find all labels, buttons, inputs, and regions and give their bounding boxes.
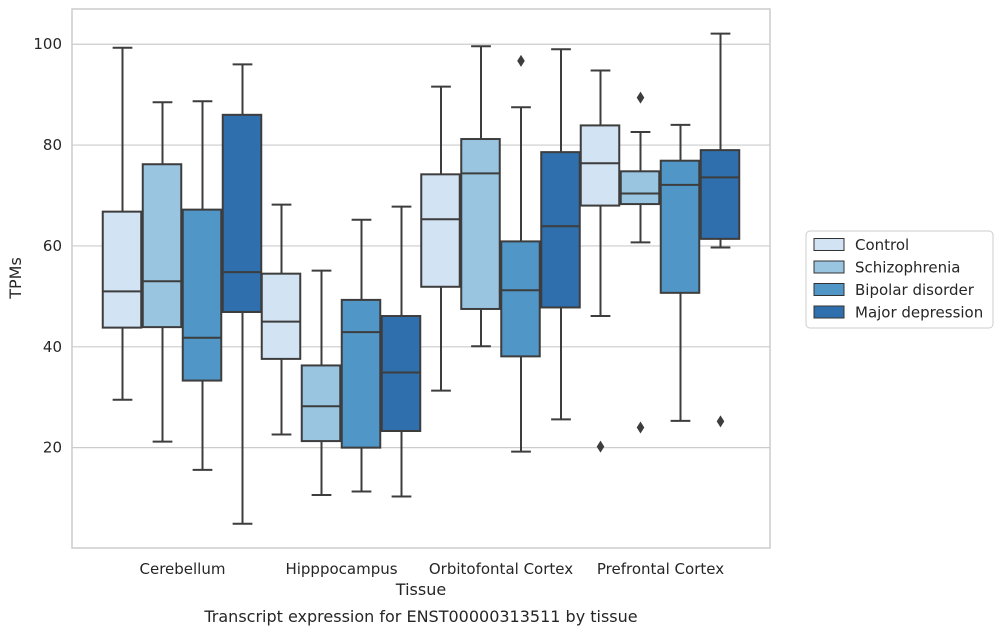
outlier-marker <box>636 91 645 104</box>
box-body <box>101 210 143 329</box>
box-bipolar-disorder <box>500 54 541 453</box>
box-major-depression <box>380 205 422 498</box>
box-body <box>181 208 223 382</box>
box-body <box>260 272 302 360</box>
legend-label: Control <box>855 236 909 254</box>
x-tick-label: Hipppocampus <box>285 560 397 578</box>
box-body <box>221 113 263 313</box>
box-control <box>579 69 621 453</box>
box-body <box>380 315 422 433</box>
box-bipolar-disorder <box>340 218 382 493</box>
box-body <box>540 151 581 309</box>
y-tick-label: 20 <box>43 439 62 457</box>
legend-swatch <box>813 283 845 296</box>
y-tick-label: 40 <box>43 338 62 356</box>
outlier-marker <box>517 54 525 67</box>
legend-swatch <box>813 260 845 274</box>
box-body <box>300 364 342 443</box>
box-control <box>260 203 302 436</box>
box-control <box>101 46 143 401</box>
box-body <box>579 124 621 207</box>
x-tick-label: Cerebellum <box>140 560 226 578</box>
box-schizophrenia <box>300 269 342 497</box>
box-schizophrenia <box>141 101 183 443</box>
box-bipolar-disorder <box>659 123 701 422</box>
chart-caption: Transcript expression for ENST0000031351… <box>203 607 637 626</box>
legend: Control Schizophrenia Bipolar disorder Majo… <box>805 230 994 329</box>
box-major-depression <box>221 63 263 525</box>
box-schizophrenia <box>460 45 501 348</box>
legend-swatch <box>813 305 845 319</box>
y-tick-label: 60 <box>43 237 62 255</box>
outlier-marker <box>716 415 725 428</box>
box-control <box>420 85 461 392</box>
box-body <box>340 298 382 449</box>
box-body <box>420 173 461 288</box>
legend-label: Bipolar disorder <box>855 281 975 299</box>
box-body <box>659 159 701 294</box>
boxes-layer <box>101 32 741 525</box>
box-major-depression <box>699 32 741 428</box>
x-axis-label: Tissue <box>395 580 446 599</box>
y-tick-labels: 20 40 60 80 100 <box>33 35 62 456</box>
y-axis-label: TPMs <box>6 257 25 300</box>
box-body <box>699 149 741 240</box>
box-bipolar-disorder <box>181 100 223 471</box>
y-tick-label: 100 <box>33 35 62 53</box>
box-schizophrenia <box>619 91 661 434</box>
x-tick-label: Prefrontal Cortex <box>597 560 724 578</box>
outlier-marker <box>636 421 645 434</box>
outlier-marker <box>596 440 605 453</box>
legend-label: Schizophrenia <box>855 259 960 277</box>
box-body <box>500 240 541 358</box>
box-body <box>619 170 661 206</box>
x-tick-labels: Cerebellum Hipppocampus Orbitofontal Corte… <box>140 560 725 578</box>
box-body <box>141 163 183 329</box>
plot-frame <box>71 8 771 549</box>
legend-swatch <box>813 238 845 251</box>
legend-label: Major depression <box>855 304 983 322</box>
box-major-depression <box>540 48 581 421</box>
y-tick-label: 80 <box>43 136 62 154</box>
legend-frame <box>805 230 994 329</box>
x-tick-label: Orbitofontal Cortex <box>429 560 573 578</box>
box-body <box>460 138 501 310</box>
